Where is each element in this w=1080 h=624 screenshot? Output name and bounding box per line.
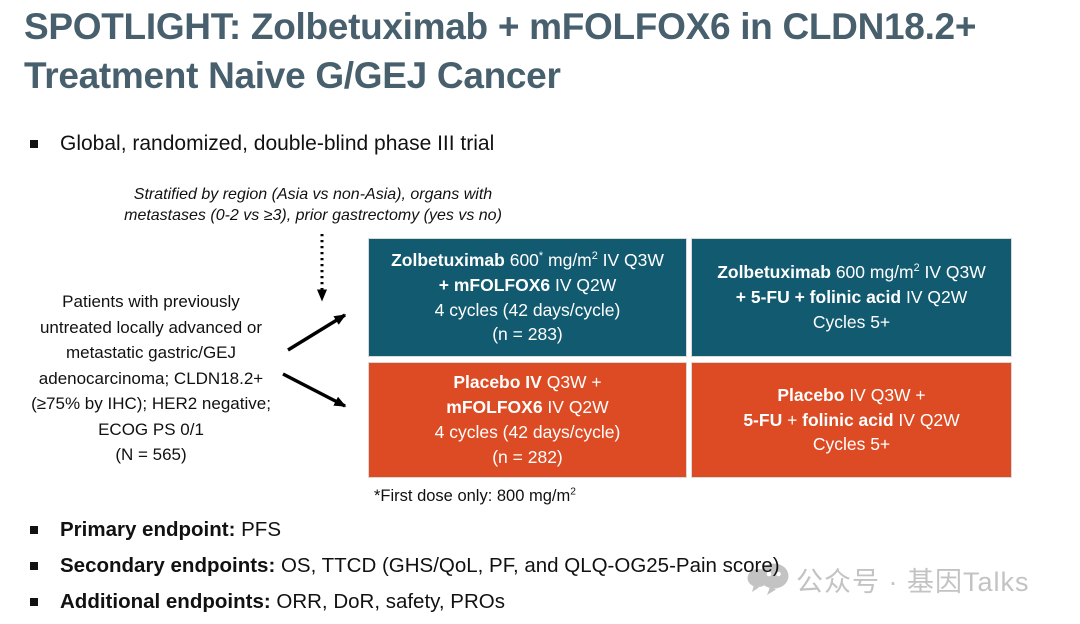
arm-box-placebo-5fu-folinic: Placebo IV Q3W +5-FU + folinic acid IV Q… (691, 362, 1012, 478)
arm-box-text: Placebo IV Q3W + mFOLFOX6 IV Q2W 4 cycles … (434, 372, 621, 467)
endpoint-item-primary: Primary endpoint: PFS (30, 518, 780, 555)
slide-title: SPOTLIGHT: Zolbetuximab + mFOLFOX6 in CL… (24, 6, 977, 97)
intro-bullet-item: Global, randomized, double-blind phase I… (30, 131, 494, 157)
population-line: (N = 565) (115, 445, 187, 464)
arm-box-placebo-mfolfox6: Placebo IV Q3W + mFOLFOX6 IV Q2W 4 cycles … (368, 362, 687, 478)
arm-box-text: Zolbetuximab 600* mg/m2 IV Q3W + mFOLFOX6… (391, 249, 664, 345)
population-line: (≥75% by IHC); HER2 negative; (31, 394, 271, 413)
population-box: Patients with previously untreated local… (5, 289, 297, 468)
arm-box-text: Placebo IV Q3W +5-FU + folinic acid IV Q… (743, 384, 960, 455)
endpoint-item-secondary: Secondary endpoints: OS, TTCD (GHS/QoL, … (30, 554, 780, 591)
dose-footnote: *First dose only: 800 mg/m2 (374, 486, 576, 505)
endpoint-label: Additional endpoints: (60, 590, 271, 613)
endpoint-value: PFS (235, 518, 281, 541)
stratification-line-2: metastases (0-2 vs ≥3), prior gastrectom… (124, 207, 502, 225)
population-line: adenocarcinoma; CLDN18.2+ (38, 368, 264, 388)
arm-box-zolbetuximab-5fu-folinic: Zolbetuximab 600 mg/m2 IV Q3W + 5-FU + fo… (691, 238, 1012, 357)
watermark-text: 公众号 · 基因Talks (796, 566, 1030, 597)
stratification-line-1: Stratified by region (Asia vs non-Asia),… (133, 186, 493, 203)
endpoint-value: OS, TTCD (GHS/QoL, PF, and QLQ-OG25-Pain… (275, 554, 780, 577)
bullet-square-icon (30, 562, 38, 570)
population-line: Patients with previously (62, 292, 240, 311)
bullet-square-icon (30, 598, 38, 606)
population-line: metastatic gastric/GEJ (65, 343, 237, 362)
watermark: 公众号 · 基因Talks (746, 558, 1030, 600)
bullet-square-icon (30, 140, 38, 148)
endpoint-label: Secondary endpoints: (60, 554, 276, 577)
stratification-note: Stratified by region (Asia vs non-Asia),… (88, 184, 538, 226)
population-line: ECOG PS 0/1 (98, 419, 204, 439)
bullet-square-icon (30, 526, 38, 534)
arm-box-zolbetuximab-mfolfox6: Zolbetuximab 600* mg/m2 IV Q3W + mFOLFOX6… (368, 238, 687, 357)
endpoints-list: Primary endpoint: PFS Secondary endpoint… (30, 518, 780, 624)
population-line: untreated locally advanced or (39, 317, 263, 337)
wechat-official-account-icon (747, 563, 789, 595)
endpoint-label: Primary endpoint: (60, 518, 236, 541)
endpoint-value: ORR, DoR, safety, PROs (270, 590, 505, 613)
arm-box-text: Zolbetuximab 600 mg/m2 IV Q3W + 5-FU + fo… (717, 262, 986, 332)
intro-bullet-text: Global, randomized, double-blind phase I… (60, 132, 495, 155)
endpoint-item-additional: Additional endpoints: ORR, DoR, safety, … (30, 590, 780, 624)
